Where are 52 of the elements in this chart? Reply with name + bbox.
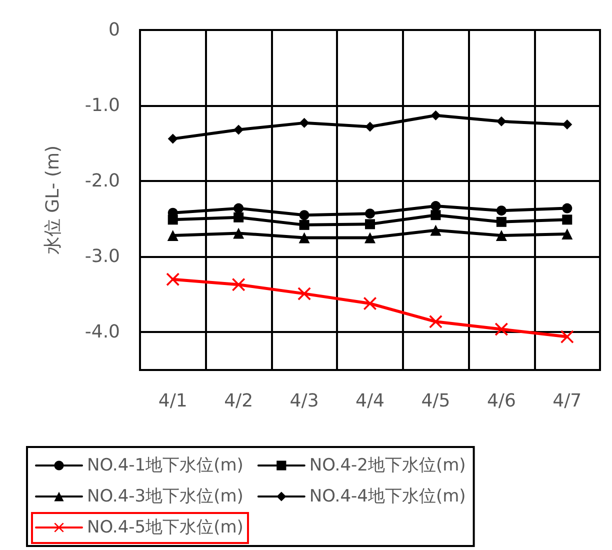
- y-tick-label: -4.0: [84, 322, 120, 343]
- point: [496, 230, 507, 242]
- legend-label: NO.4-5地下水位(m): [87, 518, 244, 538]
- point: [299, 210, 310, 220]
- point: [562, 203, 572, 214]
- x-tick-label: 4/6: [486, 390, 516, 412]
- point: [364, 297, 376, 310]
- point: [496, 116, 506, 126]
- point: [496, 206, 506, 216]
- y-tick-label: -3.0: [84, 246, 120, 268]
- point: [562, 214, 572, 225]
- point: [429, 315, 442, 328]
- point: [168, 134, 178, 144]
- y-tick-label: -1.0: [84, 95, 120, 116]
- x-tick-label: 4/1: [158, 390, 188, 412]
- point: [234, 124, 244, 135]
- point: [430, 201, 441, 212]
- point: [430, 224, 442, 236]
- point: [299, 118, 310, 128]
- point: [560, 330, 574, 344]
- point: [298, 232, 310, 244]
- point: [166, 272, 180, 286]
- point: [562, 228, 573, 240]
- point: [232, 278, 246, 292]
- point: [234, 203, 244, 214]
- y-axis-title: 水位 GL- (m): [42, 145, 64, 255]
- point: [234, 212, 244, 222]
- x-tick-label: 4/4: [356, 390, 384, 412]
- y-tick-label: -2.0: [84, 170, 120, 192]
- point: [364, 232, 376, 244]
- x-tick-label: 4/5: [421, 390, 450, 412]
- legend-label: NO.4-4地下水位(m): [309, 486, 466, 506]
- x-tick-label: 4/7: [552, 390, 582, 412]
- point: [494, 322, 508, 336]
- y-tick-label: 0: [108, 20, 120, 40]
- legend-label: NO.4-3地下水位(m): [87, 486, 244, 506]
- point: [430, 210, 441, 220]
- point: [430, 110, 441, 120]
- legend-label: NO.4-2地下水位(m): [309, 456, 466, 476]
- legend-label: NO.4-1地下水位(m): [87, 456, 244, 476]
- point: [298, 287, 311, 300]
- x-tick-label: 4/2: [224, 390, 254, 412]
- point: [496, 216, 506, 227]
- x-tick-label: 4/3: [290, 390, 319, 412]
- point: [365, 208, 375, 219]
- point: [365, 219, 375, 230]
- point: [299, 220, 310, 230]
- point: [562, 119, 572, 130]
- point: [365, 122, 375, 132]
- point: [168, 214, 178, 225]
- point: [167, 230, 178, 242]
- point: [233, 228, 244, 239]
